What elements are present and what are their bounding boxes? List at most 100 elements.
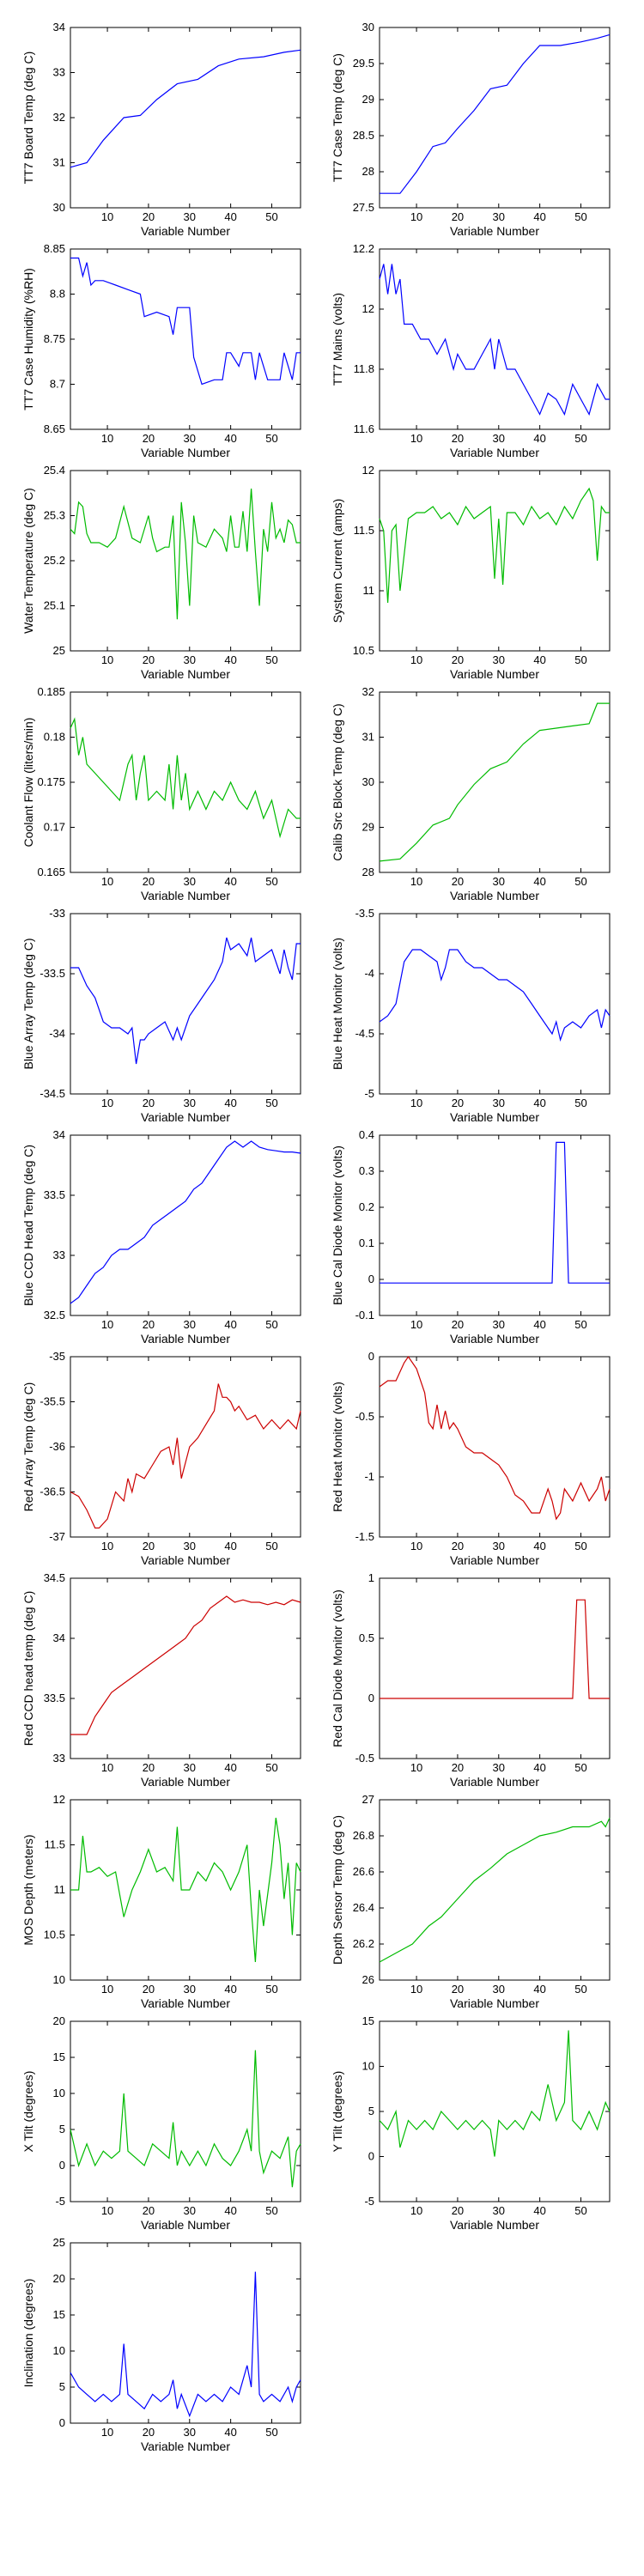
x-tick-label: 30 bbox=[184, 1318, 196, 1331]
y-tick-label: -3.5 bbox=[355, 907, 374, 920]
x-axis-label: Variable Number bbox=[450, 889, 539, 902]
y-axis-label: Red Array Temp (deg C) bbox=[21, 1382, 35, 1512]
x-tick-label: 10 bbox=[410, 653, 422, 666]
y-axis-label: Red Heat Monitor (volts) bbox=[331, 1382, 344, 1512]
x-tick-label: 20 bbox=[143, 653, 155, 666]
y-tick-label: 12.2 bbox=[353, 242, 374, 255]
y-tick-label: 0.2 bbox=[359, 1200, 374, 1213]
x-axis-label: Variable Number bbox=[450, 446, 539, 459]
y-tick-label: 15 bbox=[53, 2050, 65, 2063]
y-tick-label: 28 bbox=[362, 165, 374, 178]
y-axis-label: TT7 Mains (volts) bbox=[331, 293, 344, 386]
x-tick-label: 30 bbox=[493, 1318, 505, 1331]
chart-panel-21: 10 20 30 40 50 0 5 10 15 20 25 Variable Number Incli… bbox=[21, 2236, 301, 2453]
x-tick-label: 50 bbox=[265, 1318, 277, 1331]
y-tick-label: -0.5 bbox=[355, 1410, 374, 1423]
plot-frame bbox=[70, 2020, 301, 2202]
x-tick-label: 50 bbox=[265, 1761, 277, 1774]
y-tick-label: -35.5 bbox=[39, 1395, 65, 1408]
x-tick-label: 40 bbox=[533, 1761, 545, 1774]
x-tick-label: 20 bbox=[143, 1761, 155, 1774]
y-tick-label: -33 bbox=[49, 907, 65, 920]
y-tick-label: 1 bbox=[368, 1571, 374, 1584]
y-tick-label: 33 bbox=[53, 1752, 65, 1765]
x-tick-label: 30 bbox=[184, 1983, 196, 1996]
x-tick-label: 20 bbox=[452, 1983, 464, 1996]
x-tick-label: 30 bbox=[184, 1097, 196, 1109]
series-line-1 bbox=[70, 257, 301, 386]
x-tick-label: 10 bbox=[101, 2204, 113, 2217]
y-tick-label: 25 bbox=[53, 644, 65, 657]
y-tick-label: 5 bbox=[368, 2105, 374, 2117]
plot-frame bbox=[70, 470, 301, 652]
chart-panel-15: 10 20 30 40 50 33 33.5 34 34.5 Variable Number Red… bbox=[21, 1571, 301, 1789]
y-tick-label: 26.6 bbox=[353, 1865, 374, 1878]
chart-panel-17: 10 20 30 40 50 10 10.5 11 11.5 12 Variable Number M… bbox=[21, 1793, 301, 2010]
series-line-1 bbox=[70, 1817, 301, 1963]
y-axis-label: TT7 Board Temp (deg C) bbox=[21, 52, 35, 185]
y-tick-label: 10 bbox=[53, 1973, 65, 1986]
chart-panel-14: 10 20 30 40 50 -1.5 -1 -0.5 0 Variable Number Red … bbox=[331, 1350, 611, 1567]
y-axis-label: TT7 Case Humidity (%RH) bbox=[21, 268, 35, 410]
x-axis-label: Variable Number bbox=[141, 2218, 230, 2232]
chart-panel-12: 10 20 30 40 50 -0.1 0 0.1 0.2 0.3 0.4 Variable Numb… bbox=[331, 1128, 611, 1346]
y-tick-label: 10.5 bbox=[44, 1929, 65, 1941]
y-tick-label: -37 bbox=[49, 1530, 65, 1543]
x-tick-label: 40 bbox=[224, 875, 236, 888]
x-axis-label: Variable Number bbox=[450, 1553, 539, 1567]
y-tick-label: 0 bbox=[368, 2150, 374, 2163]
x-axis-label: Variable Number bbox=[141, 1996, 230, 2010]
y-tick-label: 8.75 bbox=[44, 332, 65, 345]
y-tick-label: 0.185 bbox=[37, 685, 65, 698]
series-line-1 bbox=[379, 1355, 611, 1521]
y-tick-label: 26 bbox=[362, 1973, 374, 1986]
series-line-1 bbox=[380, 1141, 610, 1284]
x-tick-label: 10 bbox=[410, 1540, 422, 1552]
x-tick-label: 20 bbox=[143, 1540, 155, 1552]
chart-panel-1: 10 20 30 40 50 30 31 32 33 34 Variable Number TT7 B… bbox=[21, 21, 301, 238]
x-tick-label: 30 bbox=[184, 653, 196, 666]
series-line-1 bbox=[70, 1140, 301, 1304]
chart-panel-20: 10 20 30 40 50 -5 0 5 10 15 Variable Number Y Tilt … bbox=[331, 2014, 611, 2232]
x-tick-label: 20 bbox=[452, 1761, 464, 1774]
x-tick-label: 20 bbox=[143, 432, 155, 445]
x-tick-label: 50 bbox=[265, 1983, 277, 1996]
x-tick-label: 30 bbox=[184, 210, 196, 223]
x-tick-label: 10 bbox=[410, 432, 422, 445]
x-tick-label: 30 bbox=[493, 2204, 505, 2217]
y-tick-label: 5 bbox=[59, 2380, 65, 2393]
chart-panel-9: 10 20 30 40 50 -34.5 -34 -33.5 -33 Variable Numbe… bbox=[21, 907, 301, 1124]
y-tick-label: -35 bbox=[49, 1350, 65, 1363]
y-axis-label: Water Temperature (deg C) bbox=[21, 488, 35, 634]
x-tick-label: 40 bbox=[224, 2426, 236, 2439]
x-axis-label: Variable Number bbox=[450, 1332, 539, 1346]
x-tick-label: 50 bbox=[265, 2204, 277, 2217]
x-tick-label: 40 bbox=[224, 2204, 236, 2217]
x-tick-label: 30 bbox=[493, 1097, 505, 1109]
y-tick-label: 30 bbox=[362, 21, 374, 33]
x-tick-label: 30 bbox=[493, 1540, 505, 1552]
x-tick-label: 10 bbox=[101, 2426, 113, 2439]
y-axis-label: Blue Heat Monitor (volts) bbox=[331, 938, 344, 1070]
x-tick-label: 30 bbox=[493, 875, 505, 888]
y-tick-label: 30 bbox=[362, 775, 374, 788]
x-tick-label: 50 bbox=[574, 1761, 586, 1774]
y-tick-label: 34 bbox=[53, 1631, 65, 1644]
y-tick-label: 10 bbox=[53, 2344, 65, 2357]
y-tick-label: -0.1 bbox=[355, 1309, 374, 1321]
x-axis-label: Variable Number bbox=[450, 1775, 539, 1789]
y-tick-label: 12 bbox=[362, 464, 374, 477]
series-line-1 bbox=[70, 1383, 301, 1529]
series-line-1 bbox=[380, 33, 611, 194]
x-axis-label: Variable Number bbox=[450, 224, 539, 238]
x-tick-label: 40 bbox=[224, 1540, 236, 1552]
y-tick-label: -5 bbox=[364, 1087, 374, 1100]
y-tick-label: 15 bbox=[53, 2308, 65, 2321]
x-tick-label: 30 bbox=[493, 1761, 505, 1774]
y-tick-label: 32 bbox=[53, 111, 65, 124]
y-tick-label: 20 bbox=[53, 2014, 65, 2027]
x-tick-label: 50 bbox=[265, 2426, 277, 2439]
y-tick-label: -34.5 bbox=[39, 1087, 65, 1100]
y-axis-label: Y Tilt (degrees) bbox=[331, 2071, 344, 2153]
y-tick-label: 32.5 bbox=[44, 1309, 65, 1321]
